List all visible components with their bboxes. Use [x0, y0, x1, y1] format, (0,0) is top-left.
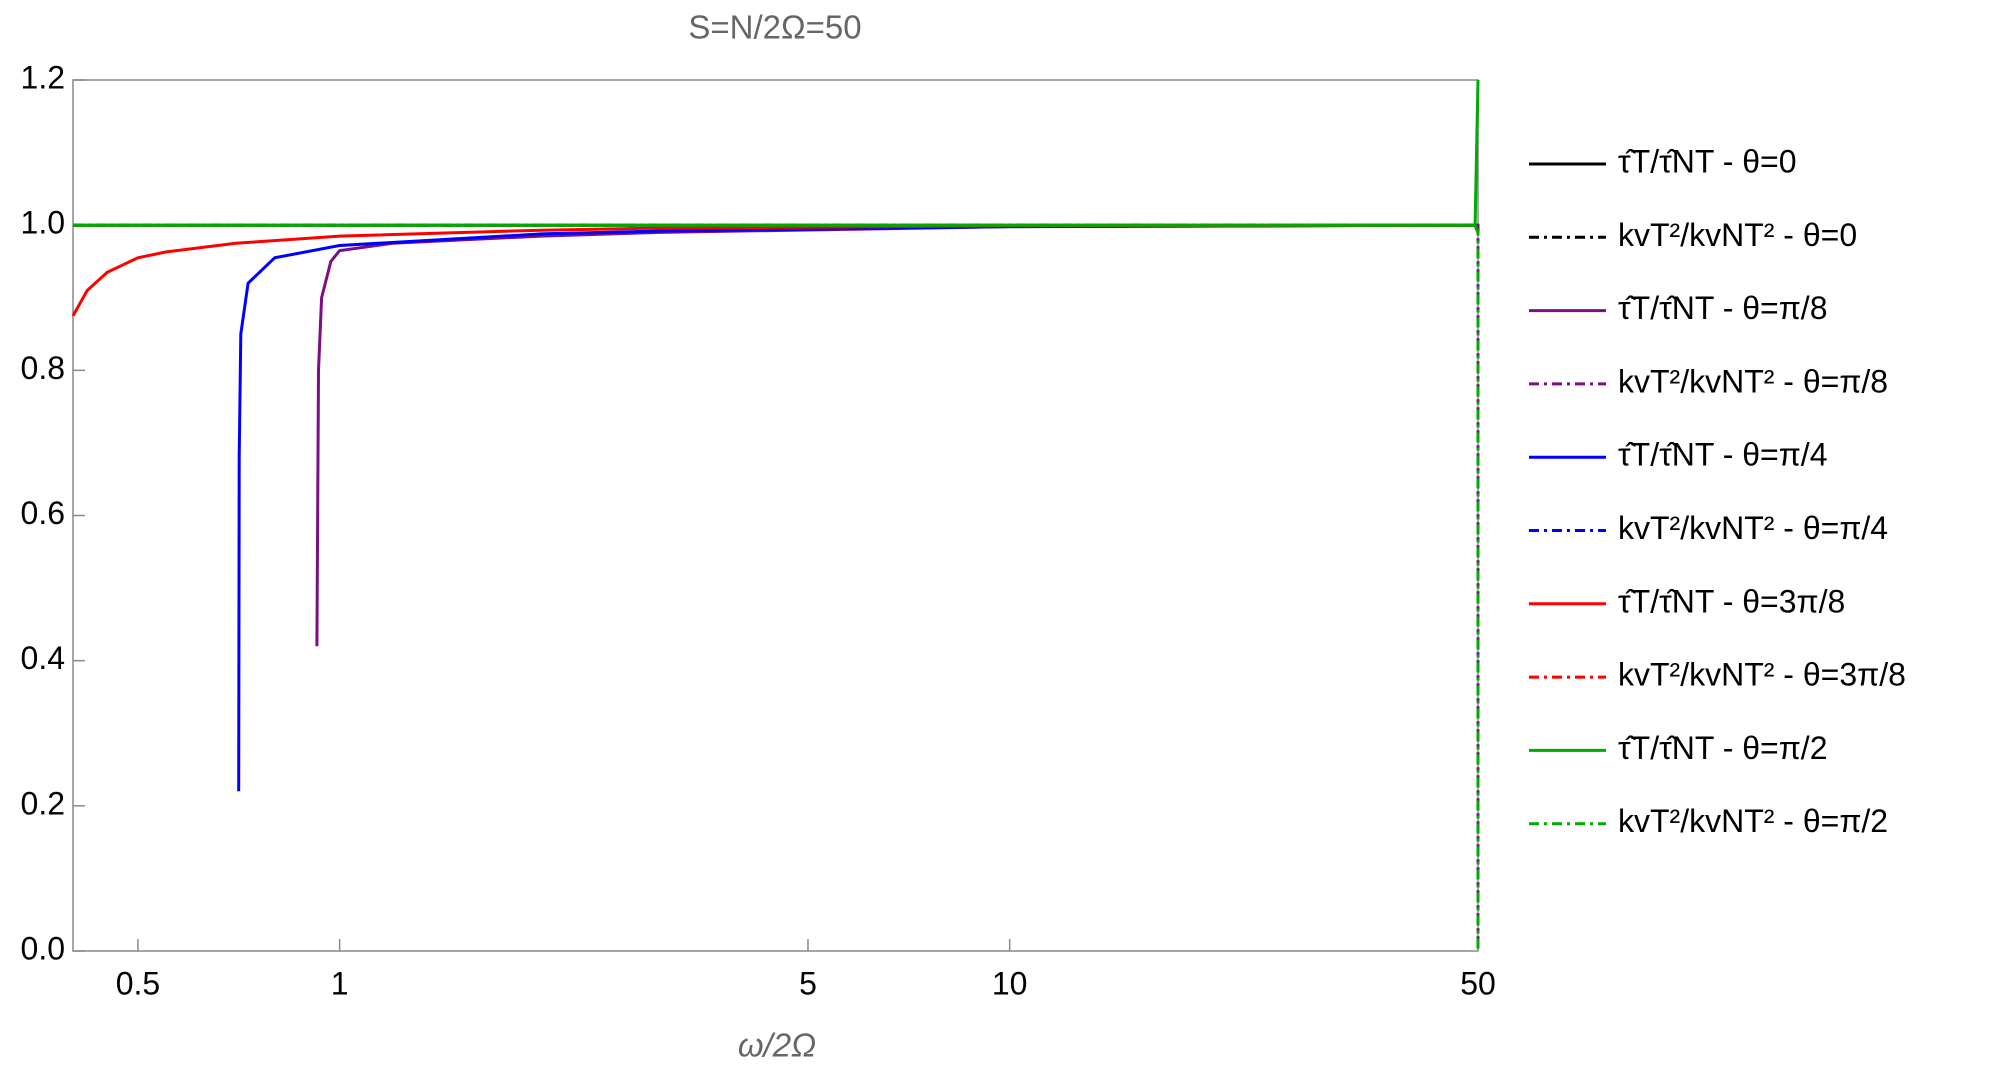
series-line — [73, 223, 1480, 951]
x-tick-label: 1 — [331, 965, 349, 1001]
x-tick-label: 0.5 — [116, 965, 160, 1001]
chart-title: S=N/2Ω=50 — [688, 9, 861, 46]
x-tick-label: 5 — [799, 965, 817, 1001]
legend-label: τ̂T/τ̂NT - θ=π/2 — [1618, 730, 1827, 766]
y-tick-label: 1.2 — [21, 59, 65, 95]
y-tick-label: 0.8 — [21, 350, 65, 386]
legend-label: τ̂T/τ̂NT - θ=3π/8 — [1618, 583, 1845, 619]
series-line — [315, 223, 1476, 647]
legend-label: τ̂T/τ̂NT - θ=π/4 — [1618, 437, 1827, 473]
series-line — [73, 223, 1480, 951]
legend-label: kvT²/kvNT² - θ=0 — [1618, 217, 1857, 253]
y-tick-label: 0.4 — [21, 640, 65, 676]
series-line — [237, 223, 1476, 792]
legend-label: τ̂T/τ̂NT - θ=π/8 — [1618, 290, 1827, 326]
plot-frame — [72, 79, 1479, 952]
y-tick-label: 0.2 — [21, 785, 65, 821]
series-line — [73, 223, 1480, 951]
legend-label: kvT²/kvNT² - θ=π/2 — [1618, 803, 1888, 839]
y-tick-label: 0.6 — [21, 495, 65, 531]
legend-label: kvT²/kvNT² - θ=π/8 — [1618, 363, 1888, 399]
x-tick-label: 50 — [1460, 965, 1496, 1001]
series-line — [73, 223, 1480, 951]
series-line — [73, 223, 1480, 951]
y-tick-label: 1.0 — [21, 205, 65, 241]
series-line — [73, 79, 1480, 227]
legend-label: kvT²/kvNT² - θ=π/4 — [1618, 510, 1888, 546]
legend-label: τ̂T/τ̂NT - θ=0 — [1618, 143, 1797, 179]
series-line — [71, 223, 1476, 317]
y-tick-label: 0.0 — [21, 930, 65, 966]
x-axis-label: ω/2Ω — [738, 1027, 816, 1064]
legend-label: kvT²/kvNT² - θ=3π/8 — [1618, 657, 1906, 693]
x-tick-label: 10 — [992, 965, 1028, 1001]
